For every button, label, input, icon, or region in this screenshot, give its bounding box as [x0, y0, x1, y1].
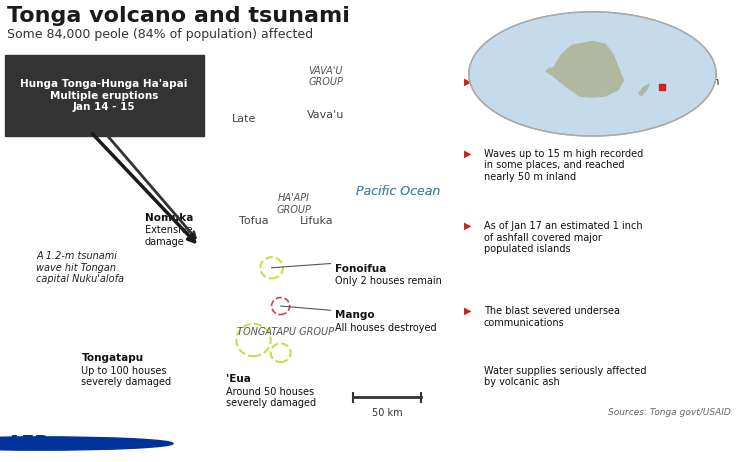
Text: Sources: Tonga govt/USAID: Sources: Tonga govt/USAID	[608, 407, 730, 417]
Circle shape	[0, 437, 173, 450]
Text: Tofua: Tofua	[238, 216, 269, 226]
Text: As of Jan 17 an estimated 1 inch
of ashfall covered major
populated islands: As of Jan 17 an estimated 1 inch of ashf…	[484, 221, 643, 254]
Text: HA'API
GROUP: HA'API GROUP	[277, 193, 311, 215]
Text: ▶: ▶	[464, 77, 472, 86]
Text: Tongatapu: Tongatapu	[82, 353, 144, 363]
Polygon shape	[546, 42, 623, 97]
Text: AFP: AFP	[7, 434, 50, 453]
Circle shape	[314, 206, 319, 211]
Text: Hunga Tonga-Hunga Ha'apai
Multiple eruptions
Jan 14 - 15: Hunga Tonga-Hunga Ha'apai Multiple erupt…	[21, 79, 188, 112]
Text: All houses destroyed: All houses destroyed	[335, 323, 436, 333]
Circle shape	[272, 201, 280, 207]
Text: A 1.2-m tsunami
wave hit Tongan
capital Nuku'alofa: A 1.2-m tsunami wave hit Tongan capital …	[36, 251, 124, 285]
Text: Nomuka: Nomuka	[145, 213, 194, 223]
Text: ▶: ▶	[464, 306, 472, 316]
Text: Water supplies seriously affected
by volcanic ash: Water supplies seriously affected by vol…	[484, 365, 646, 387]
Text: Around 50 houses
severely damaged: Around 50 houses severely damaged	[227, 387, 316, 408]
Text: Up to 100 houses
severely damaged: Up to 100 houses severely damaged	[82, 365, 171, 387]
Text: Waves up to 15 m high recorded
in some places, and reached
nearly 50 m inland: Waves up to 15 m high recorded in some p…	[484, 149, 643, 182]
Text: Late: Late	[233, 114, 257, 124]
Circle shape	[258, 208, 267, 217]
Circle shape	[304, 98, 320, 114]
Text: Lifuka: Lifuka	[300, 216, 333, 226]
Text: 50 km: 50 km	[372, 408, 403, 418]
Text: Pacific Ocean: Pacific Ocean	[356, 185, 440, 198]
Text: Equivalent to a 5.8-magnitude quake at 0 depth: Equivalent to a 5.8-magnitude quake at 0…	[484, 77, 719, 86]
Text: ▶: ▶	[464, 149, 472, 159]
Circle shape	[275, 343, 286, 353]
Text: Pacific Ocean: Pacific Ocean	[356, 185, 440, 198]
Circle shape	[317, 213, 325, 220]
Text: ▶: ▶	[464, 221, 472, 231]
Text: Tonga volcano and tsunami: Tonga volcano and tsunami	[7, 6, 350, 25]
Circle shape	[283, 193, 288, 198]
Text: The blast severed undersea
communications: The blast severed undersea communication…	[484, 306, 620, 328]
Circle shape	[469, 12, 716, 136]
Circle shape	[244, 109, 255, 120]
Text: 'Eua: 'Eua	[227, 374, 251, 384]
Text: TONGATAPU GROUP: TONGATAPU GROUP	[237, 327, 333, 336]
FancyBboxPatch shape	[4, 55, 204, 136]
Circle shape	[291, 184, 297, 190]
Text: Extensive
damage: Extensive damage	[145, 225, 193, 247]
Text: Only 2 houses remain: Only 2 houses remain	[335, 276, 442, 286]
Circle shape	[241, 328, 266, 352]
Polygon shape	[639, 84, 649, 96]
Text: Mango: Mango	[335, 310, 375, 320]
Circle shape	[305, 198, 310, 202]
Circle shape	[268, 264, 275, 271]
Text: Some 84,000 peole (84% of population) affected: Some 84,000 peole (84% of population) af…	[7, 28, 314, 41]
Text: Fonoifua: Fonoifua	[335, 263, 386, 274]
Text: VAVA'U
GROUP: VAVA'U GROUP	[308, 66, 343, 87]
Circle shape	[314, 53, 337, 74]
Text: Vava'u: Vava'u	[307, 110, 344, 120]
